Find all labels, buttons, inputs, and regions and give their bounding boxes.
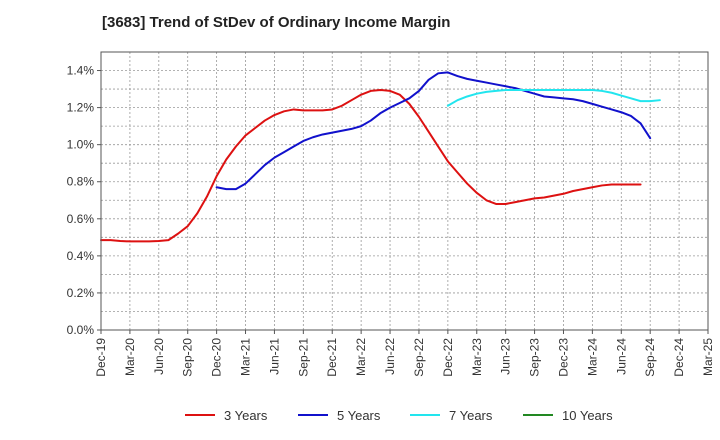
legend-item-5-years: 5 Years	[298, 408, 381, 423]
x-tick-label: Jun-22	[383, 338, 397, 375]
x-tick-label: Jun-24	[614, 338, 628, 375]
x-tick-label: Mar-25	[701, 338, 715, 376]
plot-area-frame	[100, 51, 709, 331]
x-tick-label: Dec-21	[325, 338, 339, 377]
x-tick-label: Sep-22	[412, 338, 426, 377]
x-tick-label: Mar-23	[470, 338, 484, 376]
x-tick-label: Mar-24	[585, 338, 599, 376]
series-line-3-years	[100, 88, 642, 243]
y-tick-label: 0.2%	[67, 286, 95, 300]
x-tick-label: Jun-21	[267, 338, 281, 375]
legend-label: 5 Years	[337, 408, 381, 423]
y-tick-label: 0.4%	[67, 249, 95, 263]
legend: 3 Years 5 Years 7 Years 10 Years	[185, 408, 613, 423]
y-tick-label: 1.4%	[67, 64, 95, 78]
x-tick-label: Jun-20	[152, 338, 166, 375]
y-tick-label: 1.2%	[67, 101, 95, 115]
x-tick-label: Dec-22	[441, 338, 455, 377]
y-tick-label: 0.6%	[67, 212, 95, 226]
series-line-5-years	[215, 71, 652, 191]
legend-label: 7 Years	[449, 408, 493, 423]
x-tick-label: Mar-22	[354, 338, 368, 376]
legend-item-3-years: 3 Years	[185, 408, 268, 423]
x-tick-label: Dec-24	[672, 338, 686, 377]
x-tick-label: Sep-21	[296, 338, 310, 377]
x-axis-ticks: Dec-19 Mar-20 Jun-20 Sep-20 Dec-20 Mar-21 Jun-…	[94, 330, 715, 377]
x-tick-label: Jun-23	[499, 338, 513, 375]
x-tick-label: Dec-23	[556, 338, 570, 377]
y-tick-label: 1.0%	[67, 138, 95, 152]
y-tick-label: 0.0%	[67, 323, 95, 337]
x-tick-label: Sep-24	[643, 338, 657, 377]
x-tick-label: Dec-20	[210, 338, 224, 377]
y-axis-ticks: 0.0% 0.2% 0.4% 0.6% 0.8% 1.0% 1.2% 1.4%	[67, 64, 101, 337]
series-line-7-years	[446, 88, 661, 107]
legend-item-7-years: 7 Years	[410, 408, 493, 423]
legend-label: 3 Years	[224, 408, 268, 423]
x-tick-label: Sep-20	[181, 338, 195, 377]
x-tick-label: Sep-23	[528, 338, 542, 377]
legend-label: 10 Years	[562, 408, 613, 423]
y-tick-label: 0.8%	[67, 175, 95, 189]
series-lines	[100, 71, 661, 243]
x-tick-label: Mar-20	[123, 338, 137, 376]
legend-item-10-years: 10 Years	[523, 408, 613, 423]
x-tick-label: Dec-19	[94, 338, 108, 377]
x-tick-label: Mar-21	[239, 338, 253, 376]
chart-title: [3683] Trend of StDev of Ordinary Income…	[102, 14, 451, 31]
